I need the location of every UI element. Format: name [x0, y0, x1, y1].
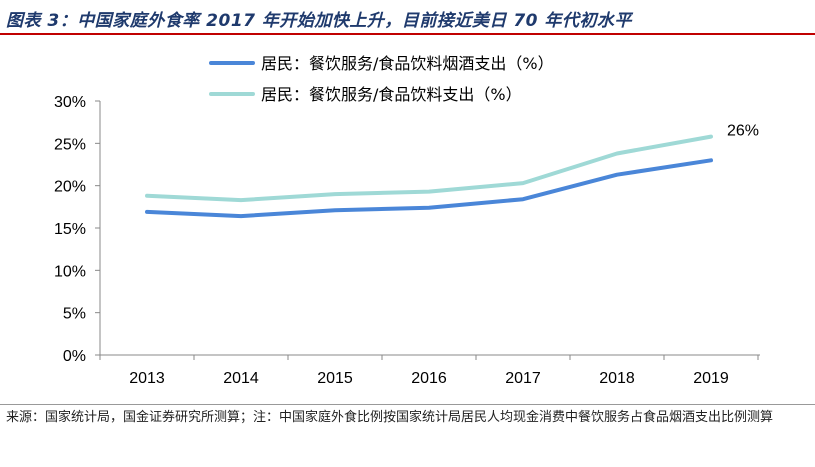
source-note: 来源：国家统计局，国金证券研究所测算；注：中国家庭外食比例按国家统计局居民人均现… [6, 410, 774, 425]
y-tick-label: 10% [54, 263, 86, 280]
legend-label-2: 居民：餐饮服务/食品饮料支出（%） [261, 85, 522, 104]
axes: 0% 5% 10% 15% 20% 25% 30% 2013 2014 2015 2016 2017 2… [54, 94, 760, 387]
x-tick-label: 2016 [411, 370, 447, 387]
y-tick-label: 20% [54, 179, 86, 196]
y-tick-label: 15% [54, 221, 86, 238]
y-tick-label: 30% [54, 94, 86, 111]
series-line-2 [145, 134, 713, 203]
legend: 居民：餐饮服务/食品饮料烟酒支出（%） 居民：餐饮服务/食品饮料支出（%） [209, 54, 554, 104]
source-divider [0, 404, 815, 405]
x-tick-label: 2015 [317, 370, 353, 387]
labels-layer: 26% [727, 123, 759, 140]
line-chart: 居民：餐饮服务/食品饮料烟酒支出（%） 居民：餐饮服务/食品饮料支出（%） 0% 5… [54, 54, 760, 387]
series-line-1 [145, 158, 713, 219]
title-divider [0, 33, 815, 35]
y-tick-label: 0% [63, 348, 86, 365]
y-tick-label: 5% [63, 306, 86, 323]
chart-title: 图表 3：中国家庭外食率 2017 年开始加快上升，目前接近美日 70 年代初水… [6, 11, 632, 31]
legend-label-1: 居民：餐饮服务/食品饮料烟酒支出（%） [261, 54, 554, 73]
x-tick-label: 2018 [599, 370, 635, 387]
x-tick-label: 2019 [693, 370, 729, 387]
x-tick-label: 2014 [223, 370, 259, 387]
data-label-annotation: 26% [727, 123, 759, 140]
y-tick-label: 25% [54, 136, 86, 153]
series-layer [145, 134, 713, 219]
x-tick-label: 2017 [505, 370, 541, 387]
x-tick-label: 2013 [129, 370, 165, 387]
